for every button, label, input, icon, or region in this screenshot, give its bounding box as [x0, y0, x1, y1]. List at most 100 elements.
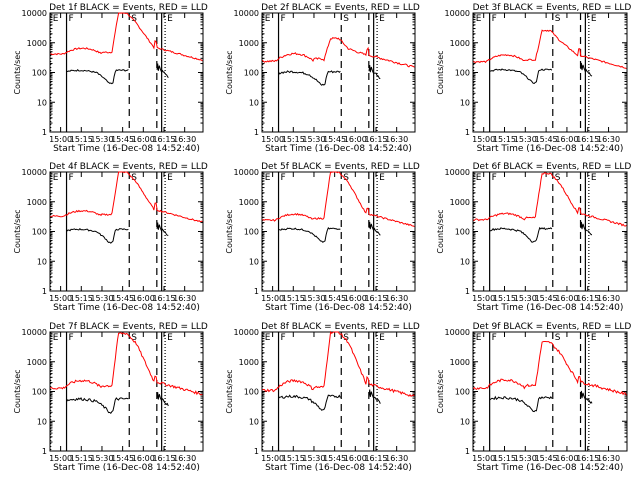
y-tick-label: 1: [465, 287, 470, 296]
events-series-line: [156, 222, 169, 236]
panel-title: Det 3f BLACK = Events, RED = LLD: [473, 3, 632, 13]
y-tick-label: 1: [254, 287, 259, 296]
lld-series-line: [262, 171, 415, 228]
y-tick-label: 10000: [22, 328, 47, 337]
y-tick-label: 10000: [234, 328, 259, 337]
events-series-line: [156, 392, 169, 407]
y-tick-label: 1: [254, 128, 259, 137]
panel-det-6: Det 6f BLACK = Events, RED = LLD 1 10 100 10…: [436, 162, 631, 313]
x-tick-label: 15:45: [535, 454, 558, 463]
y-tick-label: 1000: [239, 358, 259, 367]
y-tick-label: 10000: [445, 328, 470, 337]
panel-det-5: Det 5f BLACK = Events, RED = LLD 1 10 100 10…: [225, 162, 420, 313]
x-tick-label: 15:15: [70, 294, 93, 303]
x-tick-label: 16:00: [344, 135, 367, 144]
x-tick-label: 15:00: [261, 454, 284, 463]
event-marker-label: S: [555, 173, 561, 183]
event-marker-label: S: [343, 173, 349, 183]
event-marker-label: S: [131, 173, 137, 183]
event-marker-label: E: [591, 14, 597, 24]
y-tick-label: 10: [460, 98, 470, 107]
event-marker-label: S: [555, 333, 561, 343]
lld-series-line: [50, 12, 203, 62]
events-series-line: [580, 62, 593, 77]
y-tick-label: 100: [32, 228, 47, 237]
y-tick-label: 100: [455, 228, 470, 237]
y-tick-label: 1: [465, 128, 470, 137]
y-tick-label: 1000: [450, 39, 470, 48]
event-marker-label: E: [167, 173, 173, 183]
panel-title: Det 9f BLACK = Events, RED = LLD: [473, 322, 632, 332]
y-tick-label: 1000: [239, 39, 259, 48]
panel-det-9: Det 9f BLACK = Events, RED = LLD 1 10 100 10…: [436, 322, 631, 473]
plot-frame: [472, 331, 628, 452]
y-tick-label: 1000: [27, 39, 47, 48]
y-tick-label: 10: [37, 98, 47, 107]
x-tick-label: 15:45: [111, 454, 134, 463]
x-axis-label: Start Time (16-Dec-08 14:52:40): [477, 144, 624, 154]
x-tick-label: 16:15: [152, 454, 175, 463]
y-tick-label: 10000: [22, 9, 47, 18]
x-tick-label: 16:15: [364, 454, 387, 463]
lld-series-line: [262, 330, 415, 398]
x-tick-label: 16:15: [364, 294, 387, 303]
x-tick-label: 15:30: [302, 454, 325, 463]
x-tick-label: 15:45: [323, 294, 346, 303]
y-tick-label: 10: [460, 257, 470, 266]
event-marker-label: S: [131, 333, 137, 343]
panel-title: Det 7f BLACK = Events, RED = LLD: [49, 322, 208, 332]
x-tick-label: 16:00: [132, 294, 155, 303]
y-axis-label: Counts/sec: [436, 50, 445, 94]
x-tick-label: 15:00: [49, 454, 72, 463]
x-tick-label: 15:15: [282, 454, 305, 463]
x-axis-label: Start Time (16-Dec-08 14:52:40): [265, 144, 412, 154]
event-marker-label: E: [379, 173, 385, 183]
y-tick-label: 100: [455, 69, 470, 78]
event-marker-label: E: [476, 333, 482, 343]
events-series-line: [66, 227, 129, 244]
y-tick-label: 10: [37, 417, 47, 426]
event-marker-label: F: [69, 14, 74, 24]
panel-title: Det 8f BLACK = Events, RED = LLD: [261, 322, 420, 332]
lld-series-line: [473, 172, 627, 227]
event-marker-label: E: [265, 173, 271, 183]
x-tick-label: 15:00: [472, 454, 495, 463]
event-marker-label: S: [555, 14, 561, 24]
x-tick-label: 15:30: [514, 294, 537, 303]
y-axis-label: Counts/sec: [225, 209, 234, 253]
x-tick-label: 15:30: [302, 294, 325, 303]
event-marker-label: E: [265, 14, 271, 24]
y-tick-label: 10000: [445, 9, 470, 18]
event-marker-label: E: [167, 333, 173, 343]
y-tick-label: 1000: [239, 198, 259, 207]
event-marker-label: E: [53, 173, 59, 183]
x-tick-label: 16:15: [576, 135, 599, 144]
event-marker-label: E: [53, 333, 59, 343]
event-marker-label: F: [281, 333, 286, 343]
y-tick-label: 10000: [234, 9, 259, 18]
x-tick-label: 16:30: [597, 135, 620, 144]
events-series-line: [580, 390, 593, 404]
y-tick-label: 1: [42, 447, 47, 456]
plot-frame: [49, 12, 204, 133]
plot-frame: [49, 171, 204, 292]
x-tick-label: 15:30: [514, 454, 537, 463]
event-marker-label: E: [476, 173, 482, 183]
panel-title: Det 1f BLACK = Events, RED = LLD: [49, 3, 208, 13]
x-tick-label: 15:45: [111, 135, 134, 144]
events-series-line: [580, 221, 593, 236]
panel-det-8: Det 8f BLACK = Events, RED = LLD 1 10 100 10…: [225, 322, 420, 473]
x-tick-label: 16:00: [344, 454, 367, 463]
event-marker-label: F: [492, 173, 497, 183]
plot-frame: [261, 171, 416, 292]
x-tick-label: 15:15: [493, 294, 516, 303]
events-series-line: [489, 68, 553, 85]
x-tick-label: 16:00: [555, 294, 578, 303]
y-axis-label: Counts/sec: [225, 369, 234, 413]
x-tick-label: 15:45: [111, 294, 134, 303]
plot-frame: [261, 331, 416, 452]
event-marker-label: S: [343, 333, 349, 343]
x-axis-label: Start Time (16-Dec-08 14:52:40): [265, 303, 412, 313]
events-series-line: [278, 394, 341, 411]
y-tick-label: 1000: [450, 198, 470, 207]
